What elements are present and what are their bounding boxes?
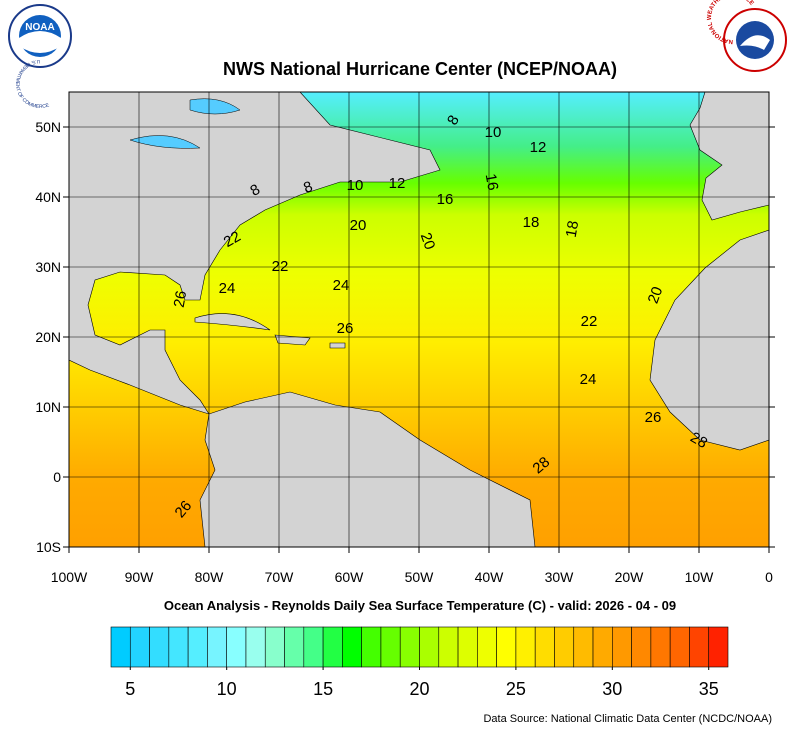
colorbar-tick-label: 5 [125, 679, 135, 699]
land-north-america [69, 92, 441, 415]
colorbar-cell [245, 626, 266, 668]
x-tick-label: 90W [125, 569, 155, 585]
x-tick-label: 50W [405, 569, 435, 585]
y-tick-label: 10S [36, 539, 61, 555]
noaa-logo-text: NOAA [25, 22, 54, 33]
colorbar-cell [534, 626, 555, 668]
colorbar-cell [592, 626, 613, 668]
colorbar-cell [438, 626, 459, 668]
contour-label: 16 [482, 172, 502, 191]
lakes [129, 98, 241, 149]
x-tick-label: 40W [475, 569, 505, 585]
source: Data Source: National Climatic Data Cent… [483, 713, 772, 725]
colorbar-cell [110, 626, 131, 668]
colorbar-cell [168, 626, 189, 668]
colorbar-tick-label: 20 [409, 679, 429, 699]
colorbar-cell [361, 626, 382, 668]
x-tick-label: 30W [545, 569, 575, 585]
axes: 100W 90W 80W 70W 60W 50W 40W 30W 20W 10W 0 10S 0 10N 2… [35, 119, 775, 585]
colorbar-cell [612, 626, 632, 668]
x-tick-label: 80W [195, 569, 225, 585]
colorbar-cell [457, 626, 478, 668]
contour-label: 24 [580, 371, 597, 388]
colorbar-cell [129, 626, 150, 668]
land-africa [649, 229, 769, 451]
contour-label: 26 [337, 320, 354, 337]
grid [69, 92, 769, 547]
colorbar-tick-label: 25 [506, 679, 526, 699]
y-tick-label: 50N [35, 119, 61, 135]
contour-label: 28 [687, 429, 710, 452]
y-tick-label: 0 [53, 469, 61, 485]
colorbar-cell [342, 626, 362, 668]
colorbar-cell [419, 626, 440, 668]
x-tick-label: 0 [765, 569, 773, 585]
contour-label: 20 [350, 217, 367, 234]
colorbar-cell [689, 626, 710, 668]
y-tick-label: 30N [35, 259, 61, 275]
y-tick-label: 20N [35, 329, 61, 345]
colorbar-tick-label: 15 [313, 679, 333, 699]
y-tick-label: 10N [35, 399, 61, 415]
contour-label: 16 [437, 191, 454, 208]
contour-label: 12 [530, 139, 547, 156]
colorbar-cell [303, 626, 324, 668]
colorbar-cell [399, 626, 420, 668]
x-tick-label: 10W [685, 569, 715, 585]
nws-logo: NATIONAL WEATHER SERVICE [707, 0, 787, 72]
contour-label: 18 [563, 219, 583, 238]
colorbar-cell [207, 626, 227, 668]
noaa-logo: NOAA U.S. DEPARTMENT OF COMMERCE [8, 4, 72, 110]
y-tick-label: 40N [35, 189, 61, 205]
colorbar-tick-label: 30 [602, 679, 622, 699]
colorbar-cell [477, 626, 497, 668]
colorbar-cell [669, 626, 690, 668]
contour-label: 22 [272, 258, 289, 275]
colorbar-cell [554, 626, 575, 668]
colorbar-cell [380, 626, 401, 668]
caption: Ocean Analysis - Reynolds Daily Sea Surf… [164, 598, 676, 613]
title: NWS National Hurricane Center (NCEP/NOAA… [223, 59, 617, 79]
contour-label: 24 [219, 280, 236, 297]
x-tick-label: 100W [51, 569, 88, 585]
colorbar: 5 10 15 20 25 30 35 [110, 626, 729, 699]
x-tick-label: 20W [615, 569, 645, 585]
colorbar-cell [187, 626, 208, 668]
colorbar-cell [650, 626, 671, 668]
colorbar-cell [515, 626, 536, 668]
colorbar-tick-label: 10 [217, 679, 237, 699]
contour-label: 12 [389, 175, 406, 192]
x-tick-label: 70W [265, 569, 295, 585]
contour-label: 20 [645, 284, 667, 305]
contour-label: 22 [581, 313, 598, 330]
colorbar-cell [149, 626, 170, 668]
land-europe [689, 92, 769, 221]
contour-label: 26 [171, 289, 191, 308]
colorbar-cell [708, 626, 729, 668]
colorbar-cell [631, 626, 652, 668]
contour-label: 18 [523, 214, 540, 231]
contour-label: 22 [221, 228, 244, 251]
land-south-america [199, 391, 536, 547]
colorbar-tick-label: 35 [699, 679, 719, 699]
colorbar-cell [322, 626, 343, 668]
contour-label: 10 [347, 177, 364, 194]
contour-label: 26 [645, 409, 662, 426]
colorbar-cell [284, 626, 305, 668]
colorbar-cell [264, 626, 285, 668]
colorbar-cell [496, 626, 517, 668]
contour-label: 10 [485, 124, 502, 141]
contour-label: 20 [417, 230, 439, 251]
x-tick-label: 60W [335, 569, 365, 585]
colorbar-cell [573, 626, 594, 668]
colorbar-cell [226, 626, 247, 668]
contour-label: 24 [333, 277, 350, 294]
